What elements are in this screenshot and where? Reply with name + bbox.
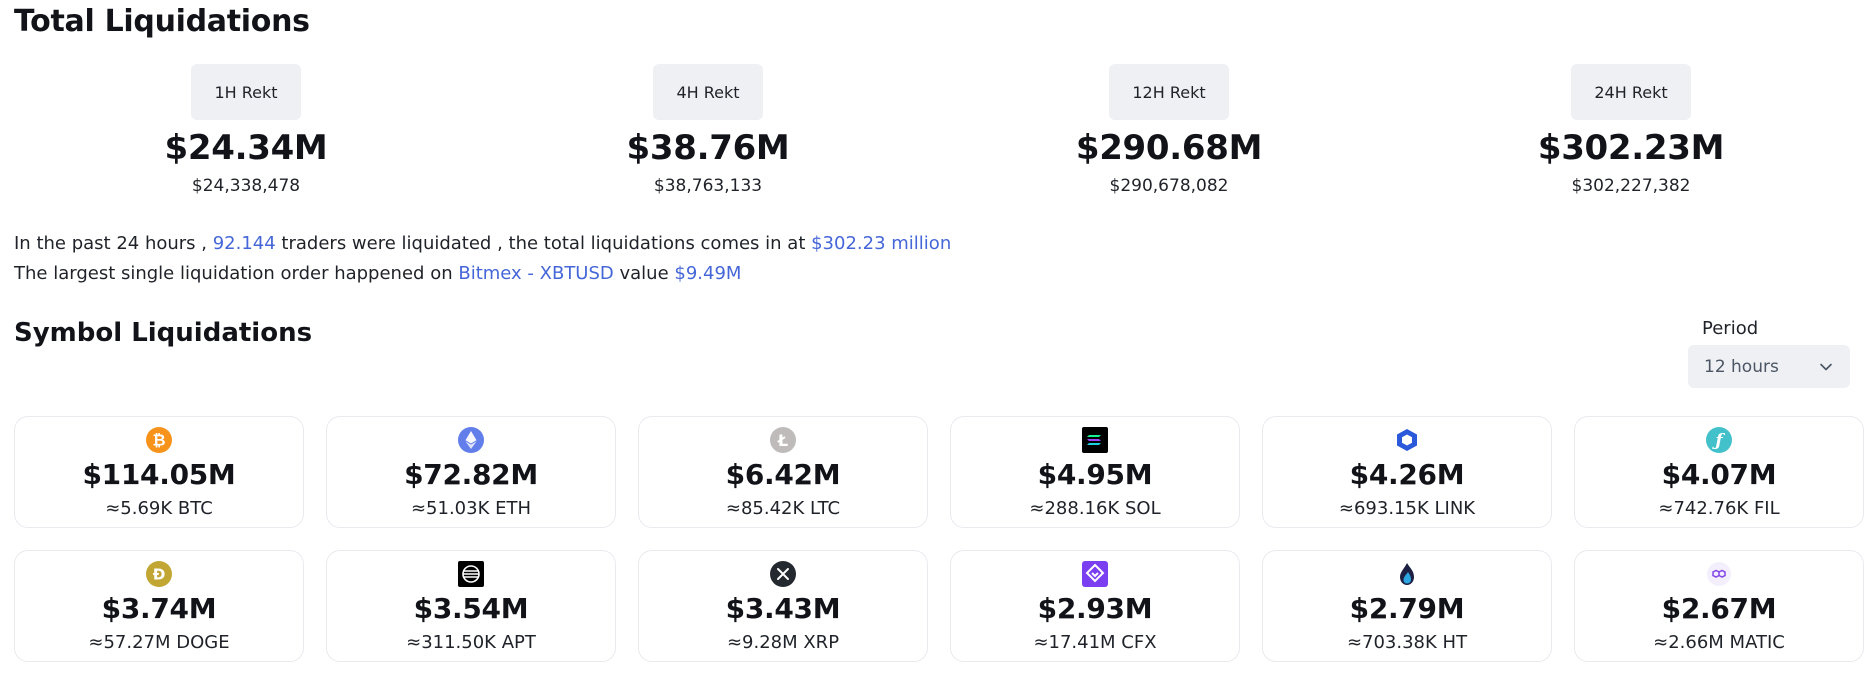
rekt-1h: 1H Rekt $24.34M $24,338,478 bbox=[96, 64, 396, 198]
btc-icon: ₿ bbox=[145, 426, 173, 454]
largest-order-value: $9.49M bbox=[674, 263, 742, 284]
summary-text: The largest single liquidation order hap… bbox=[14, 263, 459, 284]
rekt-24h: 24H Rekt $302.23M $302,227,382 bbox=[1481, 64, 1781, 198]
rekt-amount-full: $24,338,478 bbox=[191, 176, 301, 196]
symbol-value: $72.82M bbox=[404, 458, 538, 491]
symbol-amount: ≈311.50K APT bbox=[406, 632, 536, 653]
symbol-amount: ≈85.42K LTC bbox=[725, 498, 841, 519]
eth-icon bbox=[457, 426, 485, 454]
ht-icon bbox=[1393, 560, 1421, 588]
rekt-period-chip: 24H Rekt bbox=[1571, 64, 1691, 120]
symbol-card-ht[interactable]: $2.79M ≈703.38K HT bbox=[1262, 550, 1552, 662]
symbol-amount: ≈17.41M CFX bbox=[1033, 632, 1157, 653]
total-liquidation-value: $302.23 million bbox=[811, 233, 952, 254]
symbol-value: $114.05M bbox=[82, 458, 236, 491]
summary-line-largest: The largest single liquidation order hap… bbox=[14, 259, 951, 289]
symbol-value: $3.54M bbox=[413, 592, 529, 625]
apt-icon bbox=[457, 560, 485, 588]
liquidation-summary: In the past 24 hours , 92.144 traders we… bbox=[14, 229, 951, 289]
svg-text:Đ: Đ bbox=[153, 566, 166, 584]
rekt-amount-full: $302,227,382 bbox=[1571, 176, 1691, 196]
symbol-amount: ≈51.03K ETH bbox=[410, 498, 532, 519]
rekt-period-chip: 4H Rekt bbox=[653, 64, 763, 120]
rekt-amount-full: $38,763,133 bbox=[653, 176, 763, 196]
symbol-card-link[interactable]: $4.26M ≈693.15K LINK bbox=[1262, 416, 1552, 528]
symbol-card-xrp[interactable]: $3.43M ≈9.28M XRP bbox=[638, 550, 928, 662]
summary-text: value bbox=[613, 263, 675, 284]
symbol-amount: ≈5.69K BTC bbox=[105, 498, 213, 519]
symbol-value: $3.43M bbox=[725, 592, 841, 625]
fil-icon: ƒ bbox=[1705, 426, 1733, 454]
symbol-value: $4.95M bbox=[1037, 458, 1153, 491]
symbol-card-fil[interactable]: ƒ $4.07M ≈742.76K FIL bbox=[1574, 416, 1864, 528]
symbol-value: $3.74M bbox=[101, 592, 217, 625]
period-select[interactable]: 12 hours bbox=[1688, 345, 1850, 388]
symbol-card-apt[interactable]: $3.54M ≈311.50K APT bbox=[326, 550, 616, 662]
symbol-card-ltc[interactable]: Ł $6.42M ≈85.42K LTC bbox=[638, 416, 928, 528]
sol-icon bbox=[1081, 426, 1109, 454]
symbol-card-cfx[interactable]: $2.93M ≈17.41M CFX bbox=[950, 550, 1240, 662]
summary-line-traders: In the past 24 hours , 92.144 traders we… bbox=[14, 229, 951, 259]
symbol-amount: ≈742.76K FIL bbox=[1658, 498, 1780, 519]
rekt-amount-short: $38.76M bbox=[626, 128, 790, 168]
symbol-value: $4.26M bbox=[1349, 458, 1465, 491]
cfx-icon bbox=[1081, 560, 1109, 588]
symbol-card-matic[interactable]: $2.67M ≈2.66M MATIC bbox=[1574, 550, 1864, 662]
symbol-card-eth[interactable]: $72.82M ≈51.03K ETH bbox=[326, 416, 616, 528]
ltc-icon: Ł bbox=[769, 426, 797, 454]
chevron-down-icon bbox=[1818, 359, 1834, 375]
period-select-value: 12 hours bbox=[1704, 356, 1779, 377]
symbol-value: $6.42M bbox=[725, 458, 841, 491]
rekt-amount-short: $24.34M bbox=[164, 128, 328, 168]
symbol-value: $2.93M bbox=[1037, 592, 1153, 625]
page-title: Total Liquidations bbox=[14, 4, 310, 39]
matic-icon bbox=[1705, 560, 1733, 588]
symbol-amount: ≈288.16K SOL bbox=[1029, 498, 1161, 519]
rekt-amount-short: $290.68M bbox=[1075, 128, 1263, 168]
symbol-value: $4.07M bbox=[1661, 458, 1777, 491]
rekt-12h: 12H Rekt $290.68M $290,678,082 bbox=[1019, 64, 1319, 198]
symbol-value: $2.67M bbox=[1661, 592, 1777, 625]
rekt-4h: 4H Rekt $38.76M $38,763,133 bbox=[558, 64, 858, 198]
symbol-card-doge[interactable]: Đ $3.74M ≈57.27M DOGE bbox=[14, 550, 304, 662]
rekt-summary-row: 1H Rekt $24.34M $24,338,478 4H Rekt $38.… bbox=[14, 64, 1876, 204]
summary-text: In the past 24 hours , bbox=[14, 233, 213, 254]
rekt-amount-short: $302.23M bbox=[1537, 128, 1725, 168]
summary-text: traders were liquidated , the total liqu… bbox=[275, 233, 812, 254]
largest-order-exchange-link[interactable]: Bitmex - XBTUSD bbox=[458, 263, 614, 284]
svg-text:Ł: Ł bbox=[777, 431, 788, 450]
symbol-amount: ≈57.27M DOGE bbox=[88, 632, 230, 653]
section-title: Symbol Liquidations bbox=[14, 318, 313, 348]
symbol-amount: ≈703.38K HT bbox=[1346, 632, 1468, 653]
symbol-amount: ≈2.66M MATIC bbox=[1653, 632, 1785, 653]
period-label: Period bbox=[1702, 318, 1759, 339]
link-icon bbox=[1393, 426, 1421, 454]
symbol-card-btc[interactable]: ₿ $114.05M ≈5.69K BTC bbox=[14, 416, 304, 528]
rekt-period-chip: 12H Rekt bbox=[1109, 64, 1229, 120]
symbol-amount: ≈9.28M XRP bbox=[726, 632, 840, 653]
rekt-amount-full: $290,678,082 bbox=[1109, 176, 1229, 196]
doge-icon: Đ bbox=[145, 560, 173, 588]
symbol-amount: ≈693.15K LINK bbox=[1338, 498, 1476, 519]
rekt-period-chip: 1H Rekt bbox=[191, 64, 301, 120]
traders-count: 92.144 bbox=[212, 233, 276, 254]
svg-text:ƒ: ƒ bbox=[1711, 431, 1725, 451]
symbol-card-sol[interactable]: $4.95M ≈288.16K SOL bbox=[950, 416, 1240, 528]
symbol-value: $2.79M bbox=[1349, 592, 1465, 625]
svg-text:₿: ₿ bbox=[152, 431, 165, 450]
xrp-icon bbox=[769, 560, 797, 588]
